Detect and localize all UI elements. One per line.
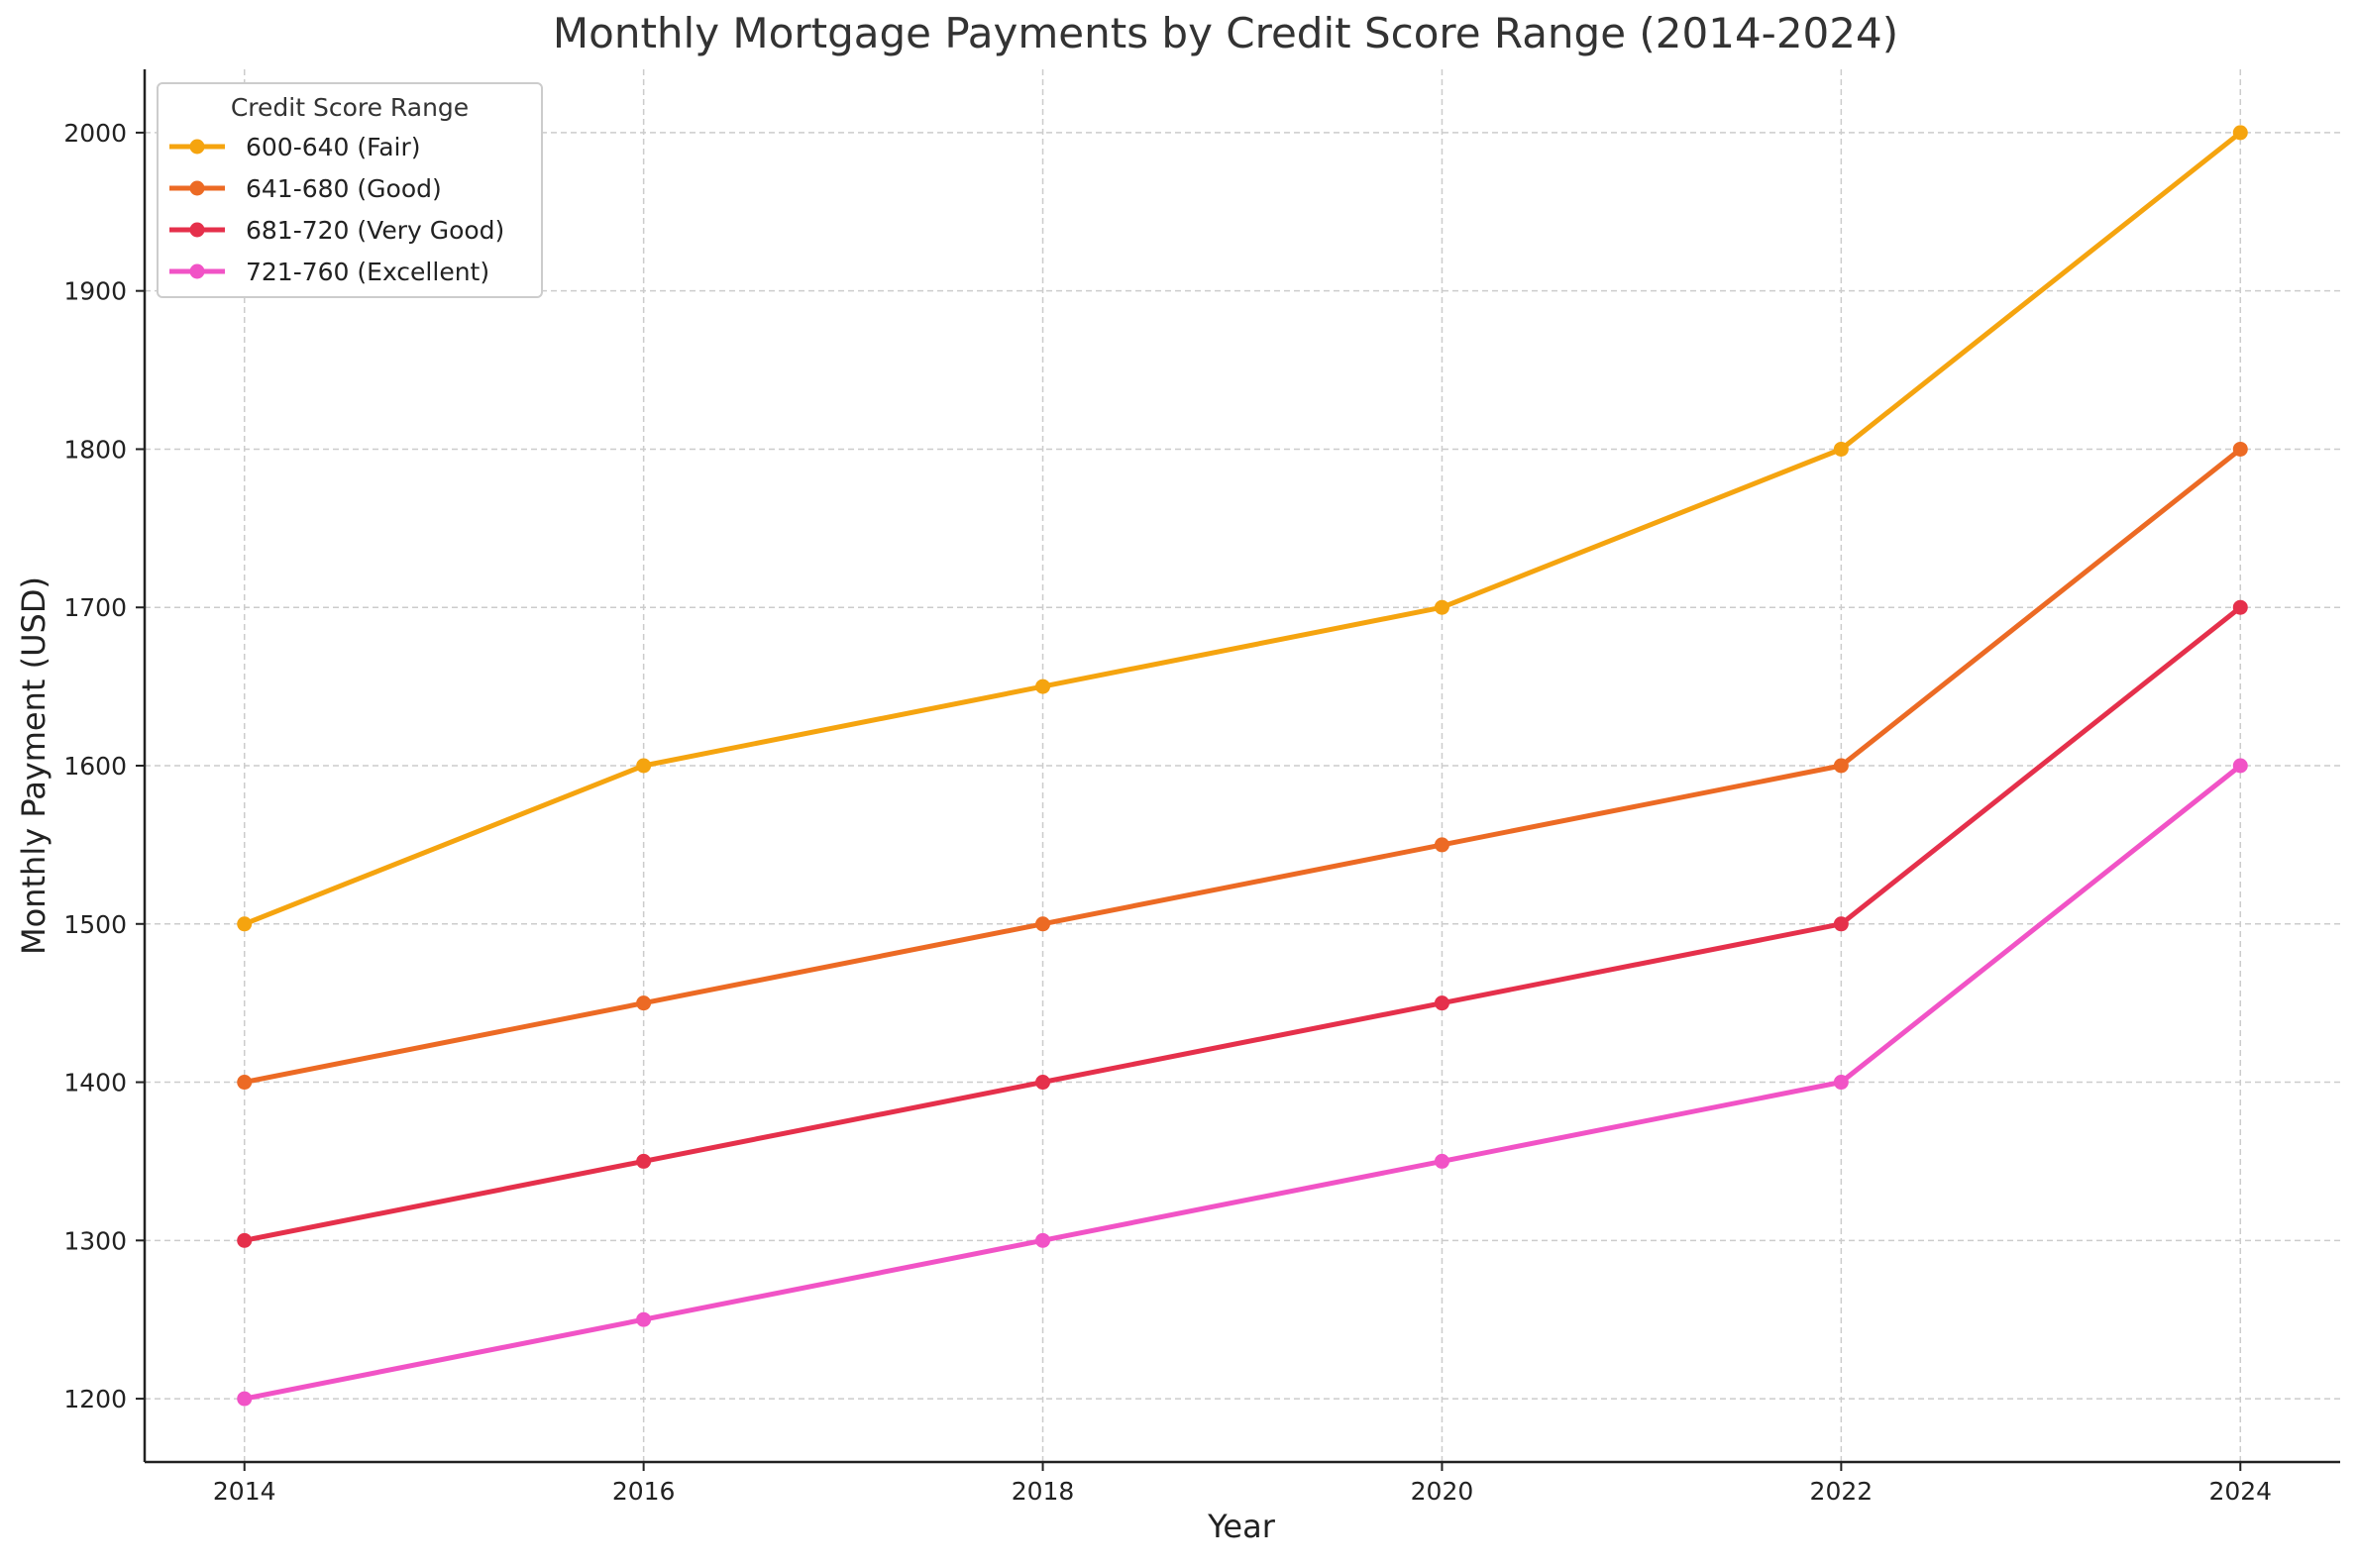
series-line [242,130,2243,927]
x-axis-label: Year [1207,1508,1276,1545]
x-tick-label: 2016 [612,1477,676,1506]
legend-items: 600-640 (Fair) 641-680 (Good) 681-720 (Ver… [169,133,504,286]
data-point [1434,1153,1449,1169]
series-line [242,447,2243,1085]
series-line [242,604,2243,1243]
data-point [636,995,652,1011]
series-line [242,763,2243,1402]
y-tick-label: 1800 [63,435,127,464]
data-point [636,1153,652,1169]
data-point [1035,1232,1051,1248]
legend-label: 641-680 (Good) [246,174,442,203]
x-tick-label: 2018 [1012,1477,1075,1506]
data-point [1833,916,1849,932]
y-tick-label: 1700 [63,593,127,622]
data-point [1035,916,1051,932]
y-tick-label: 1500 [63,910,127,939]
data-point [1434,837,1449,853]
x-tick-label: 2024 [2208,1477,2272,1506]
y-axis-label: Monthly Payment (USD) [15,576,53,955]
series-group-item [237,599,2248,1248]
data-point [2232,441,2248,457]
series-group-item [237,441,2248,1091]
data-point [636,1311,652,1327]
data-point [237,1391,253,1407]
legend-swatch-marker [189,222,205,238]
tick-labels: 1200 1300 1400 1500 1600 1700 1800 1900 2000 2014… [63,119,2272,1506]
legend-swatch-marker [189,139,205,155]
chart-title: Monthly Mortgage Payments by Credit Scor… [553,9,1898,57]
y-tick-label: 1600 [63,752,127,781]
x-tick-label: 2020 [1411,1477,1474,1506]
legend-swatch-marker [189,180,205,196]
legend-label: 721-760 (Excellent) [246,258,489,286]
y-tick-label: 1200 [63,1385,127,1413]
data-point [1035,1075,1051,1091]
data-point [237,1075,253,1091]
y-tick-label: 1900 [63,277,127,306]
data-point [1434,995,1449,1011]
data-point [1833,1075,1849,1091]
legend-box [157,82,543,298]
x-tick-label: 2022 [1810,1477,1874,1506]
y-tick-label: 1300 [63,1226,127,1255]
legend: Credit Score Range 600-640 (Fair) 641-680… [157,82,543,298]
legend-item: 681-720 (Very Good) [169,216,504,245]
legend-item: 600-640 (Fair) [169,133,421,161]
y-tick-label: 2000 [63,119,127,148]
data-point [1434,599,1449,615]
data-point [636,758,652,774]
data-point [1833,441,1849,457]
series-group-item [237,125,2248,932]
x-tick-label: 2014 [213,1477,276,1506]
legend-label: 681-720 (Very Good) [246,216,504,245]
series-group-item [237,758,2248,1407]
y-tick-label: 1400 [63,1069,127,1098]
data-point [237,916,253,932]
data-point [237,1232,253,1248]
legend-label: 600-640 (Fair) [246,133,421,161]
series-group [237,125,2248,1407]
legend-item: 721-760 (Excellent) [169,258,489,286]
data-point [1035,679,1051,694]
data-point [1833,758,1849,774]
data-point [2232,599,2248,615]
data-point [2232,125,2248,141]
data-point [2232,758,2248,774]
legend-item: 641-680 (Good) [169,174,442,203]
legend-swatch-marker [189,263,205,279]
legend-title: Credit Score Range [231,93,469,122]
